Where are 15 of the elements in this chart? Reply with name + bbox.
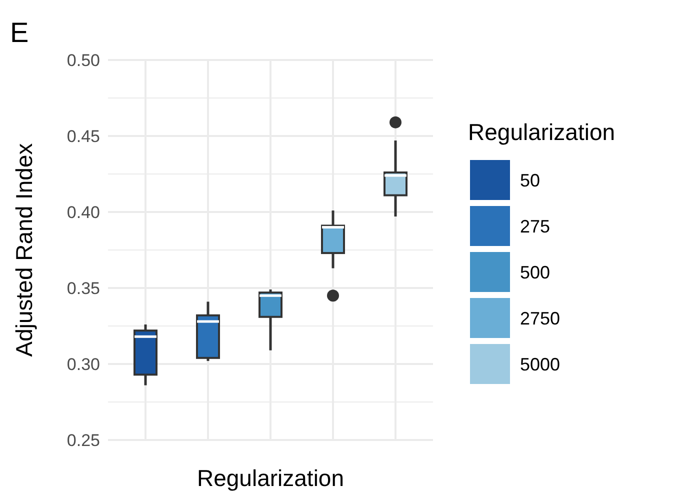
legend-label: 5000	[520, 354, 560, 374]
legend-label: 500	[520, 262, 550, 282]
chart-title: E	[10, 17, 29, 48]
y-axis-title: Adjusted Rand Index	[11, 142, 37, 357]
legend-title: Regularization	[468, 119, 616, 145]
y-tick-label: 0.25	[66, 430, 100, 450]
y-tick-label: 0.35	[66, 278, 100, 298]
legend-label: 2750	[520, 308, 560, 328]
x-axis-title: Regularization	[196, 465, 344, 491]
legend-label: 275	[520, 216, 550, 236]
y-tick-label: 0.30	[66, 354, 100, 374]
y-tick-label: 0.40	[66, 202, 100, 222]
y-tick-label: 0.45	[66, 126, 100, 146]
y-tick-label: 0.50	[66, 50, 100, 70]
legend-label: 50	[520, 170, 540, 190]
